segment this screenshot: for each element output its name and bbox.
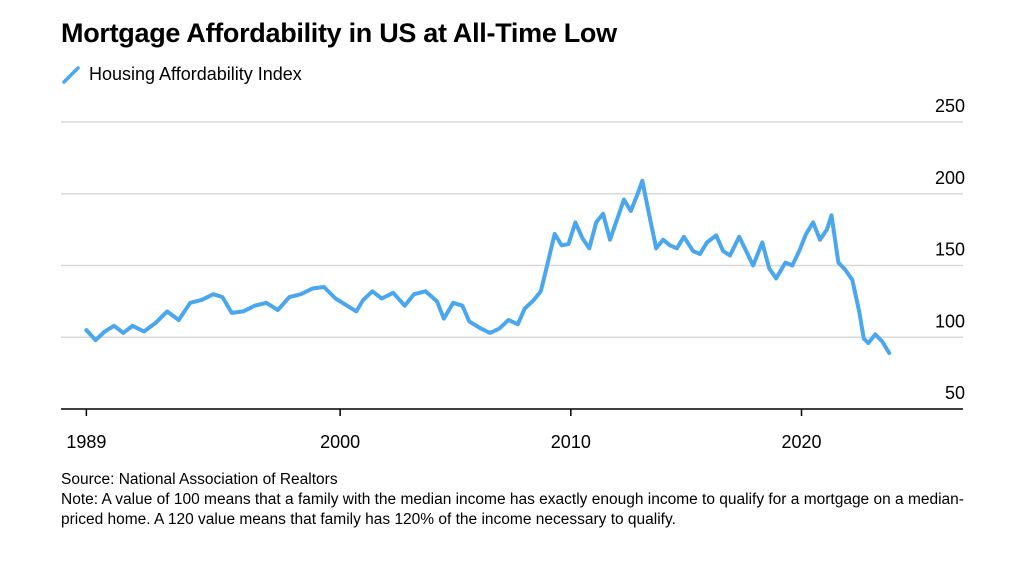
y-tick-label-50: 50	[945, 383, 965, 403]
chart-footer: Source: National Association of Realtors…	[61, 470, 981, 530]
legend-swatch-icon	[62, 65, 80, 84]
x-tick-label-2000: 2000	[320, 432, 360, 452]
y-tick-label-100: 100	[935, 311, 965, 331]
y-tick-label-150: 150	[935, 240, 965, 260]
line-chart: 50 100 150 200 250 1989 2000 2010 2020	[61, 96, 965, 452]
legend-label: Housing Affordability Index	[89, 64, 302, 84]
source-text: Source: National Association of Realtors	[61, 471, 338, 488]
x-tick-label-2020: 2020	[781, 432, 821, 452]
legend: Housing Affordability Index	[61, 64, 302, 85]
x-tick-label-1989: 1989	[66, 432, 106, 452]
chart-title: Mortgage Affordability in US at All-Time…	[61, 18, 617, 48]
note-text: Note: A value of 100 means that a family…	[61, 491, 964, 528]
x-tick-label-2010: 2010	[551, 432, 591, 452]
y-tick-label-250: 250	[935, 96, 965, 116]
series-line-0	[84, 178, 892, 355]
y-tick-label-200: 200	[935, 168, 965, 188]
